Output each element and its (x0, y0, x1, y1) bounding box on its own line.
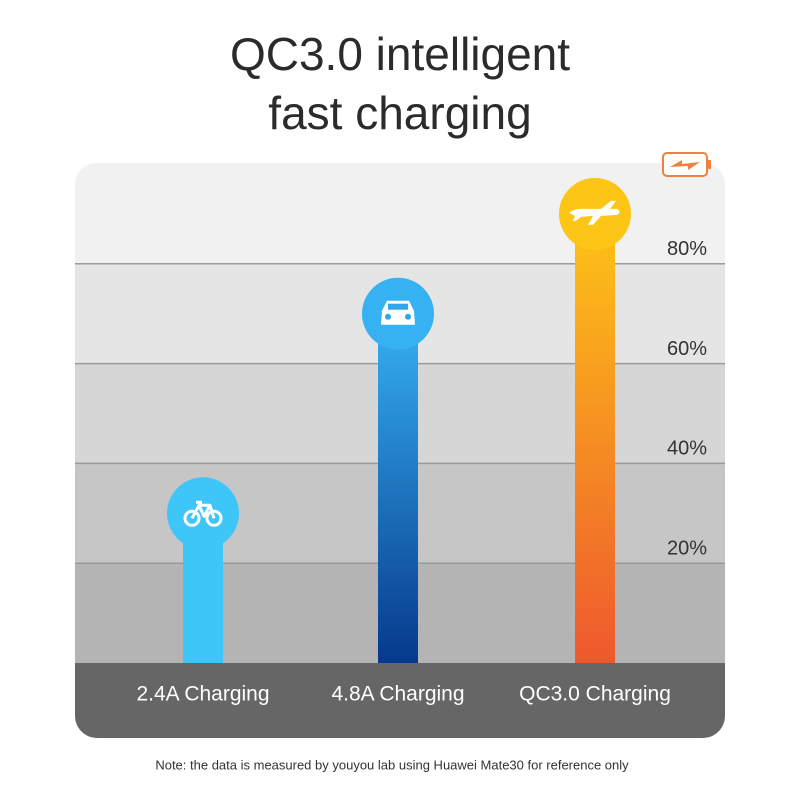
bar (575, 213, 615, 663)
bar (378, 313, 418, 663)
chart-subtitle: fast charging (268, 87, 531, 139)
y-tick-label: 40% (667, 438, 707, 460)
note: Note: the data is measured by youyou lab… (155, 757, 629, 772)
y-tick-label: 20% (667, 537, 707, 559)
x-tick-label: 2.4A Charging (136, 683, 269, 706)
y-tick-label: 80% (667, 238, 707, 260)
x-tick-label: QC3.0 Charging (519, 683, 671, 706)
battery-icon (662, 152, 711, 177)
x-tick-label: 4.8A Charging (331, 683, 464, 706)
bar-icon (381, 300, 415, 325)
chart-title: QC3.0 intelligent (230, 28, 570, 80)
category-band (75, 663, 725, 738)
plot: 20% 40% 60% 80% 2.4A Charging 4.8A Charging QC… (136, 177, 707, 706)
bar-icon (183, 500, 223, 527)
y-tick-label: 60% (667, 338, 707, 360)
bar-icon (569, 200, 620, 225)
